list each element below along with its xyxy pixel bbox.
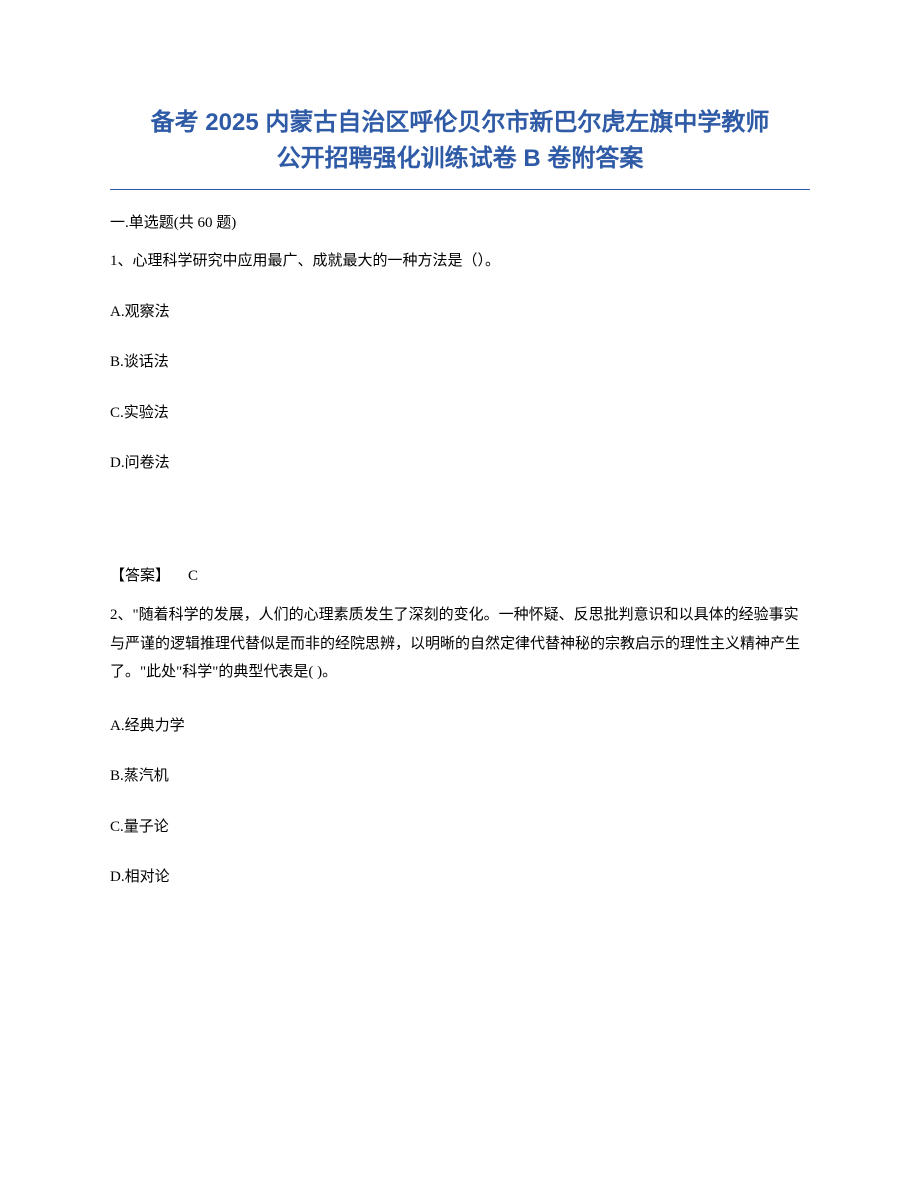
answer-value: C [188,568,198,584]
answer-label: 【答案】 [110,568,170,584]
q2-option-a: A.经典力学 [110,715,810,738]
section-header: 一.单选题(共 60 题) [110,212,810,235]
q1-option-d: D.问卷法 [110,452,810,475]
q1-option-c: C.实验法 [110,402,810,425]
title-line-2: 公开招聘强化训练试卷 B 卷附答案 [110,141,810,177]
title-underline [110,189,810,190]
q2-option-b: B.蒸汽机 [110,765,810,788]
q2-stem: 2、"随着科学的发展，人们的心理素质发生了深刻的变化。一种怀疑、反思批判意识和以… [110,601,810,687]
q1-stem: 1、心理科学研究中应用最广、成就最大的一种方法是（）。 [110,249,810,273]
document-title: 备考 2025 内蒙古自治区呼伦贝尔市新巴尔虎左旗中学教师 公开招聘强化训练试卷… [110,105,810,177]
q2-option-c: C.量子论 [110,816,810,839]
q1-option-b: B.谈话法 [110,351,810,374]
q1-answer: 【答案】 C [110,565,810,588]
q2-option-d: D.相对论 [110,866,810,889]
q1-option-a: A.观察法 [110,301,810,324]
title-line-1: 备考 2025 内蒙古自治区呼伦贝尔市新巴尔虎左旗中学教师 [110,105,810,141]
